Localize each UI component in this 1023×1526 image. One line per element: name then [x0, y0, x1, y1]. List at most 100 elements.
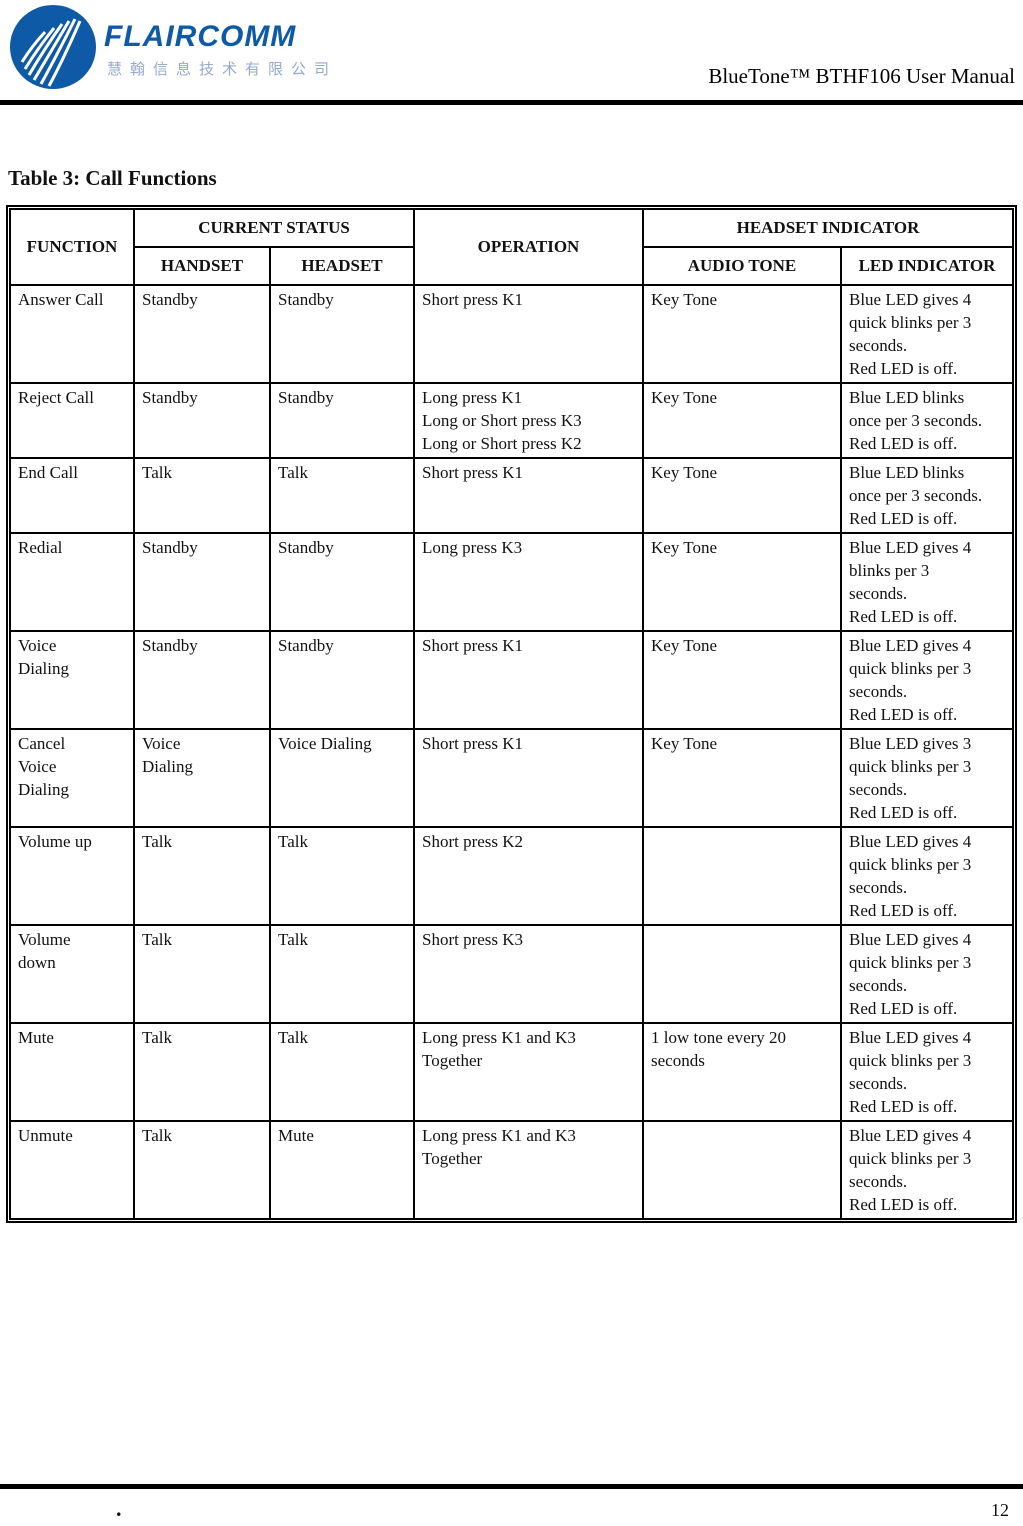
table-row: Reject Call Standby Standby Long press K…	[9, 382, 1014, 459]
cell-line: End Call	[18, 463, 78, 482]
cell-line: Short press K2	[422, 832, 524, 851]
cell-line: seconds.	[849, 1172, 908, 1191]
cell-line: Voice	[18, 636, 57, 655]
cell-led-indicator: Blue LED gives 4 quick blinks per 3 second…	[840, 826, 1014, 926]
cell-line: Standby	[278, 538, 334, 557]
cell-line: Red LED is off.	[849, 1097, 958, 1116]
cell-line: Red LED is off.	[849, 607, 958, 626]
cell-line: Standby	[142, 538, 198, 557]
cell-headset: Talk	[269, 826, 415, 926]
table-row: Redial Standby Standby Long press K3 Key…	[9, 532, 1014, 632]
cell-line: Voice Dialing	[278, 734, 372, 753]
cell-line: once per 3 seconds.	[849, 486, 983, 505]
header-handset: HANDSET	[133, 246, 271, 286]
cell-function: End Call	[9, 457, 135, 534]
cell-line: Red LED is off.	[849, 509, 958, 528]
cell-headset: Standby	[269, 532, 415, 632]
cell-line: Talk	[278, 1028, 308, 1047]
cell-line: Key Tone	[651, 636, 718, 655]
cell-led-indicator: Blue LED blinks once per 3 seconds. Red LE…	[840, 382, 1014, 459]
cell-line: Long press K1	[422, 388, 523, 407]
header-current-status: CURRENT STATUS	[133, 208, 415, 248]
cell-handset: Talk	[133, 1120, 271, 1220]
cell-line: Short press K1	[422, 636, 524, 655]
cell-handset: Talk	[133, 1022, 271, 1122]
cell-audio-tone: Key Tone	[642, 382, 842, 459]
cell-led-indicator: Blue LED gives 4 quick blinks per 3 second…	[840, 924, 1014, 1024]
cell-led-indicator: Blue LED gives 4 quick blinks per 3 second…	[840, 284, 1014, 384]
cell-line: Key Tone	[651, 463, 718, 482]
cell-function: Answer Call	[9, 284, 135, 384]
cell-headset: Mute	[269, 1120, 415, 1220]
cell-line: Short press K3	[422, 930, 524, 949]
cell-line: Talk	[142, 1028, 172, 1047]
cell-line: quick blinks per 3	[849, 1051, 972, 1070]
cell-audio-tone: Key Tone	[642, 532, 842, 632]
cell-line: Answer Call	[18, 290, 104, 309]
cell-headset: Standby	[269, 382, 415, 459]
cell-led-indicator: Blue LED gives 4 quick blinks per 3 second…	[840, 630, 1014, 730]
cell-line: Red LED is off.	[849, 705, 958, 724]
cell-operation: Short press K1	[413, 630, 644, 730]
cell-headset: Talk	[269, 457, 415, 534]
cell-operation: Short press K1	[413, 728, 644, 828]
cell-line: seconds.	[849, 584, 908, 603]
cell-function: Volume down	[9, 924, 135, 1024]
cell-line: Dialing	[18, 659, 69, 678]
page-number: 12	[991, 1500, 1009, 1520]
table-row: Mute Talk Talk Long press K1 and K3 Toget…	[9, 1022, 1014, 1122]
cell-line: seconds.	[849, 780, 908, 799]
cell-line: Blue LED blinks	[849, 388, 965, 407]
cell-line: Blue LED blinks	[849, 463, 965, 482]
cell-operation: Long press K1 and K3 Together	[413, 1022, 644, 1122]
cell-line: Long press K3	[422, 538, 523, 557]
header-audio-tone: AUDIO TONE	[642, 246, 842, 286]
brand-name: FLAIRCOMM	[104, 20, 297, 53]
cell-audio-tone: Key Tone	[642, 728, 842, 828]
cell-handset: Talk	[133, 457, 271, 534]
cell-line: quick blinks per 3	[849, 757, 972, 776]
footer-dot: .	[116, 1496, 122, 1521]
cell-handset: Talk	[133, 826, 271, 926]
brand-block: FLAIRCOMM 慧翰信息技术有限公司	[104, 20, 337, 79]
cell-line: Blue LED gives 4	[849, 832, 972, 851]
cell-handset: Standby	[133, 630, 271, 730]
cell-handset: Standby	[133, 382, 271, 459]
cell-line: Long press K1 and K3	[422, 1126, 576, 1145]
cell-line: Short press K1	[422, 290, 524, 309]
cell-handset: Standby	[133, 284, 271, 384]
header-divider	[0, 100, 1023, 105]
cell-function: Voice Dialing	[9, 630, 135, 730]
cell-function: Unmute	[9, 1120, 135, 1220]
cell-handset: Talk	[133, 924, 271, 1024]
cell-headset: Talk	[269, 1022, 415, 1122]
cell-line: Dialing	[18, 780, 69, 799]
cell-line: once per 3 seconds.	[849, 411, 983, 430]
table-row: Voice Dialing Standby Standby Short press…	[9, 630, 1014, 730]
cell-line: Long or Short press K2	[422, 434, 582, 453]
cell-function: Volume up	[9, 826, 135, 926]
footer-divider	[0, 1484, 1023, 1489]
cell-operation: Short press K3	[413, 924, 644, 1024]
table-row: Cancel Voice Dialing Voice Dialing Voice Di…	[9, 728, 1014, 828]
cell-line: Standby	[142, 636, 198, 655]
cell-handset: Standby	[133, 532, 271, 632]
cell-line: Red LED is off.	[849, 803, 958, 822]
cell-line: Red LED is off.	[849, 434, 958, 453]
cell-audio-tone: Key Tone	[642, 630, 842, 730]
cell-line: quick blinks per 3	[849, 855, 972, 874]
cell-line: Short press K1	[422, 463, 524, 482]
cell-line: 1 low tone every 20	[651, 1028, 787, 1047]
cell-headset: Standby	[269, 284, 415, 384]
cell-line: Key Tone	[651, 290, 718, 309]
cell-line: Blue LED gives 4	[849, 1028, 972, 1047]
cell-line: Voice	[18, 757, 57, 776]
cell-line: seconds.	[849, 682, 908, 701]
cell-line: Reject Call	[18, 388, 95, 407]
cell-line: Blue LED gives 3	[849, 734, 972, 753]
cell-led-indicator: Blue LED blinks once per 3 seconds. Red LE…	[840, 457, 1014, 534]
cell-line: seconds.	[849, 878, 908, 897]
cell-line: Redial	[18, 538, 63, 557]
cell-line: seconds.	[849, 1074, 908, 1093]
cell-audio-tone	[642, 924, 842, 1024]
